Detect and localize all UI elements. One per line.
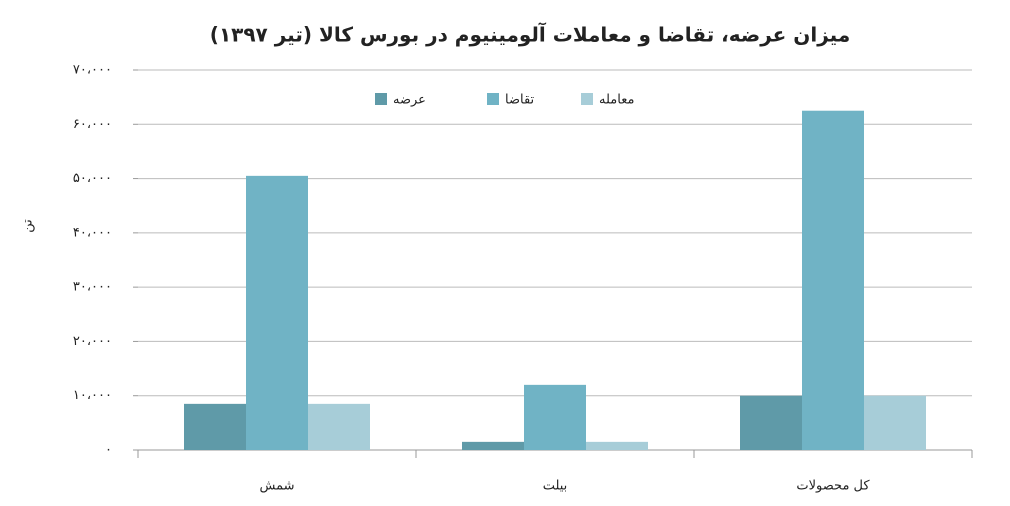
y-tick-label: ۱۰،۰۰۰: [73, 388, 112, 403]
bar: [308, 403, 370, 450]
bar: [524, 384, 586, 450]
x-tick-label: کل محصولات: [796, 479, 870, 494]
legend-swatch: [581, 93, 593, 105]
bar: [802, 110, 864, 450]
y-axis-label: تن: [21, 219, 36, 233]
bar: [462, 441, 524, 450]
bar: [864, 395, 926, 450]
bar: [740, 395, 802, 450]
y-tick-label: ۷۰،۰۰۰: [73, 63, 112, 78]
chart-title: میزان عرضه، تقاضا و معاملات آلومینیوم در…: [210, 22, 850, 47]
y-tick-label: ۳۰،۰۰۰: [73, 280, 112, 295]
legend-label: تقاضا: [505, 93, 535, 108]
y-tick-label: ۵۰،۰۰۰: [73, 171, 112, 186]
bar: [586, 441, 648, 450]
legend-swatch: [487, 93, 499, 105]
y-tick-label: ۶۰،۰۰۰: [73, 117, 112, 132]
y-tick-label: ۴۰،۰۰۰: [73, 225, 112, 240]
y-tick-label: ۲۰،۰۰۰: [73, 334, 112, 349]
x-tick-label: بیلت: [543, 479, 568, 494]
x-tick-label: شمش: [260, 479, 295, 494]
bar: [246, 175, 308, 450]
legend-label: عرضه: [393, 93, 426, 108]
legend-swatch: [375, 93, 387, 105]
bar: [184, 403, 246, 450]
y-tick-label: ۰: [105, 443, 112, 458]
legend-label: معامله: [599, 93, 634, 108]
